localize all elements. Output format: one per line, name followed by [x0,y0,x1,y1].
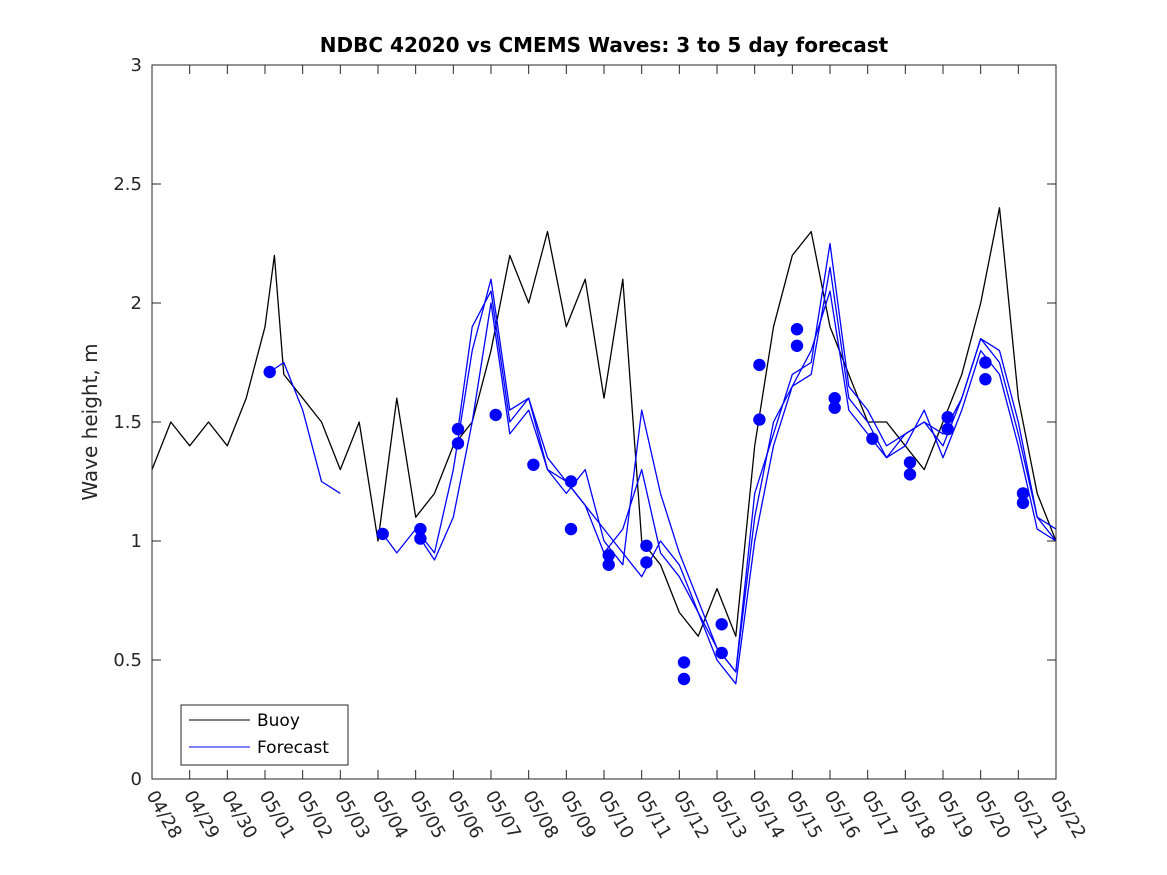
forecast-point-25 [903,456,917,469]
legend-forecast-label: Forecast [257,738,329,758]
chart-title: NDBC 42020 vs CMEMS Waves: 3 to 5 day fo… [320,33,889,57]
forecast-point-12 [640,539,653,552]
forecast-point-20 [790,323,804,336]
forecast-point-2 [414,522,427,536]
forecast-point-6 [489,408,502,422]
forecast-series-line-4 [457,290,1057,685]
forecast-series-line-1 [269,361,341,494]
forecast-point-13 [640,556,653,569]
forecast-point-27 [941,411,954,424]
forecast-point-30 [979,373,992,386]
forecast-point-21 [790,339,804,352]
y-tick-label-0: 0 [131,769,142,790]
forecast-series-line-3 [419,266,1057,673]
forecast-point-19 [753,413,766,426]
forecast-point-7 [527,458,540,471]
forecast-point-29 [979,356,992,369]
y-tick-label-2: 1 [131,531,142,552]
legend-box [180,704,349,766]
forecast-point-10 [602,549,615,562]
forecast-point-22 [828,392,841,405]
forecast-point-26 [903,468,917,481]
forecast-point-32 [1016,496,1030,510]
plot-area [151,207,1057,686]
forecast-point-0 [263,365,276,379]
y-tick-label-4: 2 [131,293,142,314]
forecast-point-23 [828,401,841,414]
forecast-point-16 [715,618,728,631]
y-tick-label-1: 0.5 [113,650,142,671]
forecast-point-15 [677,672,691,686]
forecast-point-17 [715,646,728,660]
forecast-point-9 [564,522,578,536]
legend: Buoy Forecast [180,704,349,766]
legend-buoy-label: Buoy [257,711,300,731]
forecast-point-8 [564,475,578,488]
forecast-point-3 [414,532,427,545]
y-tick-label-3: 1.5 [113,412,142,433]
forecast-point-4 [451,422,465,436]
forecast-point-14 [677,656,691,669]
y-axis-label: Wave height, m [78,343,102,500]
y-tick-label-6: 3 [131,55,142,76]
forecast-point-24 [866,432,879,445]
forecast-point-31 [1016,487,1030,500]
forecast-point-18 [753,358,766,372]
forecast-point-28 [941,422,954,436]
forecast-point-5 [451,437,465,450]
buoy-series-line-0 [151,207,1057,637]
y-tick-label-5: 2.5 [113,174,142,195]
forecast-point-1 [376,527,389,541]
forecast-point-11 [602,558,615,571]
